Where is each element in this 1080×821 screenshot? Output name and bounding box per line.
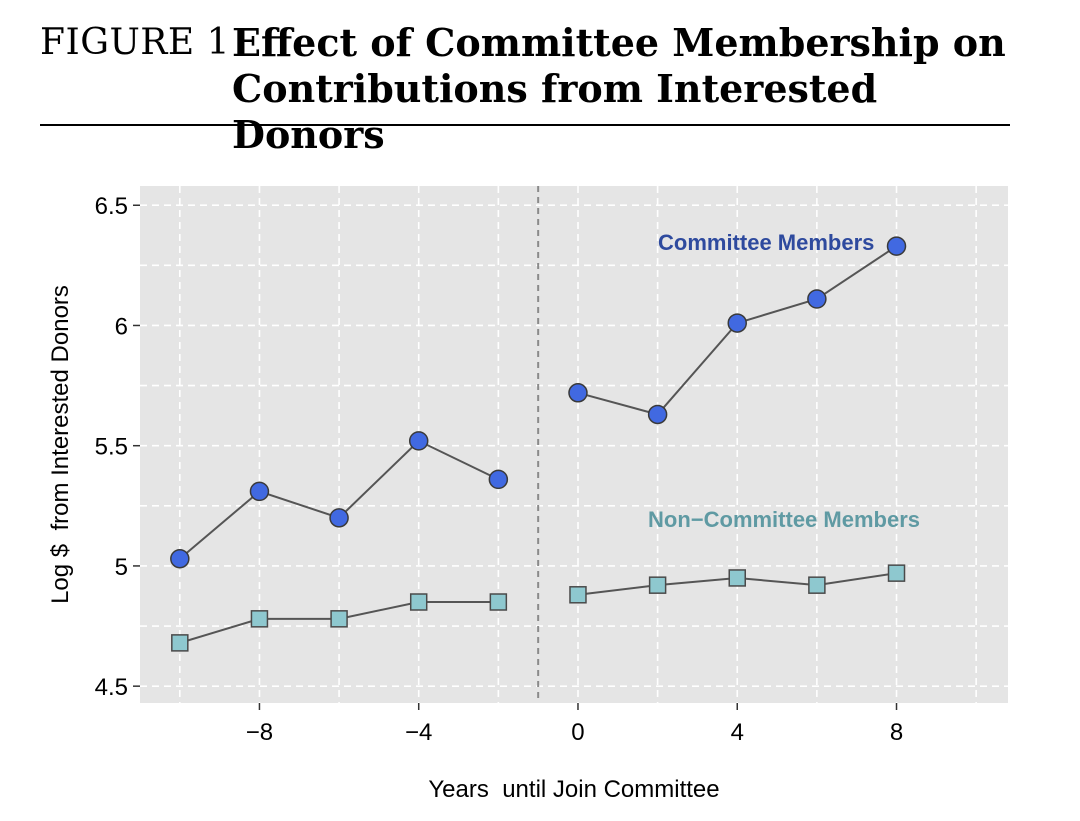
data-point <box>250 610 269 628</box>
y-axis-title: Log $ from Interested Donors <box>47 285 74 604</box>
figure-title-line-2: Contributions from Interested Donors <box>232 66 878 157</box>
y-axis-ticks: 4.5 5 5.5 6 6.5 <box>95 193 140 701</box>
x-axis-title: Years until Join Committee <box>428 776 719 803</box>
y-tick-label: 5 <box>115 554 128 581</box>
y-tick-label: 5.5 <box>95 434 128 461</box>
data-point <box>807 289 827 309</box>
data-point <box>808 576 826 594</box>
data-point <box>728 569 746 587</box>
series-label-non-committee: Non−Committee Members <box>648 507 920 532</box>
data-point <box>489 593 508 611</box>
header-rule <box>40 124 1010 126</box>
x-tick-label: 8 <box>890 719 903 746</box>
data-point <box>648 576 667 594</box>
series <box>170 236 907 652</box>
data-point <box>330 610 348 628</box>
x-axis-ticks: −8 −4 0 4 8 <box>246 703 903 746</box>
data-point <box>170 548 190 569</box>
data-point <box>569 586 587 604</box>
data-point <box>647 404 668 425</box>
data-point <box>408 431 429 451</box>
y-tick-label: 4.5 <box>95 674 128 701</box>
figure-title: Effect of Committee Membership on Contri… <box>232 20 1022 158</box>
y-tick-label: 6 <box>115 313 128 340</box>
series-label-committee: Committee Members <box>658 230 874 255</box>
data-point <box>727 313 747 333</box>
figure-label: FIGURE 1 <box>40 22 231 63</box>
data-point <box>886 236 907 256</box>
data-point <box>568 383 588 403</box>
x-tick-label: −8 <box>246 719 273 746</box>
x-tick-label: 4 <box>731 719 744 746</box>
data-point <box>887 564 906 582</box>
x-tick-label: 0 <box>571 719 584 746</box>
y-tick-label: 6.5 <box>95 193 128 220</box>
data-point <box>488 469 509 490</box>
figure-title-line-1: Effect of Committee Membership on <box>232 20 1006 65</box>
data-point <box>171 634 189 652</box>
x-tick-label: −4 <box>405 719 432 746</box>
plot-background <box>140 186 1008 703</box>
data-point <box>409 593 428 611</box>
series-0 <box>170 236 907 569</box>
series-1 <box>171 564 906 652</box>
data-point <box>249 481 270 502</box>
data-point <box>329 508 349 528</box>
